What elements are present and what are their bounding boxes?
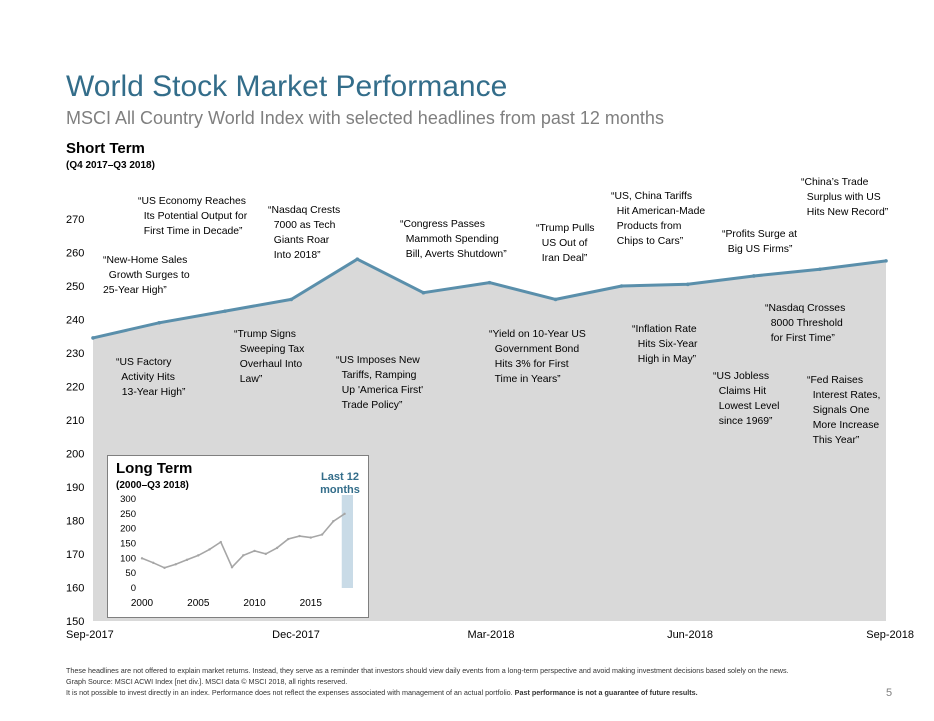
inset-y-tick-label: 50 — [125, 568, 136, 579]
annotation-bond-yield: “Yield on 10-Year US Government Bond Hit… — [489, 329, 586, 385]
last-12-months-band — [341, 495, 353, 588]
annotation-new-home-sales: “New-Home Sales Growth Surges to 25-Year… — [103, 255, 190, 296]
inset-data-point — [242, 554, 245, 557]
y-tick-label: 180 — [66, 516, 84, 528]
inset-data-point — [219, 540, 222, 544]
inset-data-point — [332, 520, 335, 523]
footer-note-bold: Past performance is not a guarantee of f… — [514, 688, 698, 697]
footer-source: Graph Source: MSCI ACWI Index [net div.]… — [66, 677, 348, 686]
footer-note-plain: It is not possible to invest directly in… — [66, 688, 515, 697]
inset-data-point — [174, 563, 177, 566]
y-tick-label: 210 — [66, 415, 84, 427]
inset-x-tick-label: 2010 — [243, 598, 266, 609]
y-tick-label: 200 — [66, 449, 84, 461]
data-point — [223, 309, 227, 313]
inset-data-point — [185, 558, 189, 562]
y-tick-label: 240 — [66, 315, 84, 327]
section-title: Short Term — [66, 140, 145, 157]
inset-x-tick-label: 2005 — [187, 598, 210, 609]
annotation-fed: “Fed Raises Interest Rates, Signals One … — [807, 375, 881, 446]
data-point — [91, 336, 95, 340]
x-tick-label: Sep-2018 — [866, 629, 914, 641]
data-point — [289, 297, 294, 302]
inset-data-point — [287, 537, 290, 541]
footer-performance-note: It is not possible to invest directly in… — [66, 688, 698, 697]
inset-data-point — [163, 566, 166, 570]
x-axis: Sep-2017 Dec-2017 Mar-2018 Jun-2018 Sep-2018 — [66, 629, 914, 641]
annotation-jobless: “US Jobless Claims Hit Lowest Level sinc… — [713, 371, 780, 427]
x-tick-label: Sep-2017 — [66, 629, 114, 641]
annotation-nasdaq-7000: “Nasdaq Crests 7000 as Tech Giants Roar … — [268, 205, 341, 261]
inset-y-tick-label: 0 — [131, 583, 136, 594]
annotation-china-tariffs: “US, China Tariffs Hit American-Made Pro… — [611, 191, 706, 247]
section-range: (Q4 2017–Q3 2018) — [66, 160, 155, 171]
inset-data-point — [208, 548, 211, 551]
long-term-line — [141, 513, 346, 569]
annotation-us-economy: “US Economy Reaches Its Potential Output… — [138, 196, 248, 237]
inset-data-point — [140, 557, 144, 560]
inset-data-point — [275, 546, 279, 550]
inset-x-tick-label: 2015 — [300, 598, 323, 609]
inset-data-point — [309, 536, 312, 539]
annotation-inflation: “Inflation Rate Hits Six-Year High in Ma… — [632, 324, 698, 365]
inset-y-tick-label: 250 — [120, 509, 136, 520]
long-term-inset: Long Term (2000–Q3 2018) Last 12 months … — [107, 455, 369, 618]
inset-title: Long Term — [116, 460, 193, 477]
y-tick-label: 230 — [66, 348, 84, 360]
inset-data-point — [152, 561, 155, 564]
annotation-us-tariffs: “US Imposes New Tariffs, Ramping Up 'Ame… — [336, 355, 424, 411]
data-point — [685, 282, 690, 287]
y-tick-label: 260 — [66, 248, 84, 260]
inset-data-point — [298, 534, 301, 538]
data-point — [487, 280, 492, 285]
inset-y-tick-label: 300 — [120, 494, 136, 505]
y-tick-label: 270 — [66, 214, 84, 226]
inset-data-point — [230, 566, 234, 569]
long-term-chart: 300 250 200 150 100 50 0 2000 2005 2010 2015 — [120, 494, 353, 609]
y-tick-label: 150 — [66, 616, 84, 628]
annotation-congress: “Congress Passes Mammoth Spending Bill, … — [400, 219, 507, 260]
inset-x-tick-label: 2000 — [131, 598, 154, 609]
inset-data-point — [343, 512, 346, 516]
inset-subtitle: (2000–Q3 2018) — [116, 480, 189, 491]
y-tick-label: 190 — [66, 482, 84, 494]
data-point — [355, 257, 360, 262]
inset-data-point — [253, 549, 256, 553]
data-point — [884, 259, 888, 263]
x-tick-label: Jun-2018 — [667, 629, 713, 641]
inset-data-point — [320, 533, 324, 536]
data-point — [421, 290, 426, 295]
annotation-trump-tax: “Trump Signs Sweeping Tax Overhaul Into … — [234, 329, 305, 385]
y-tick-label: 220 — [66, 382, 84, 394]
inset-y-tick-label: 200 — [120, 524, 136, 535]
x-tick-label: Dec-2017 — [272, 629, 320, 641]
page-number: 5 — [886, 687, 893, 699]
inset-y-tick-label: 150 — [120, 539, 136, 550]
data-point — [553, 297, 558, 302]
annotation-us-factory: “US Factory Activity Hits 13-Year High” — [116, 357, 186, 398]
annotation-iran-deal: “Trump Pulls US Out of Iran Deal” — [536, 223, 595, 264]
annotation-nasdaq-8000: “Nasdaq Crosses 8000 Threshold for First… — [765, 303, 846, 344]
x-tick-label: Mar-2018 — [467, 629, 514, 641]
y-tick-label: 160 — [66, 583, 84, 595]
last-12-months-label: Last 12 months — [320, 471, 360, 496]
data-point — [818, 267, 822, 272]
page-title: World Stock Market Performance — [66, 70, 508, 103]
inset-data-point — [197, 554, 200, 557]
inset-data-point — [264, 552, 267, 556]
data-point — [752, 274, 756, 278]
data-point — [619, 284, 624, 288]
data-point — [157, 321, 161, 325]
footer-disclaimer: These headlines are not offered to expla… — [66, 666, 789, 675]
y-tick-label: 250 — [66, 281, 84, 293]
inset-y-tick-label: 100 — [120, 553, 136, 564]
y-tick-label: 170 — [66, 549, 84, 561]
y-axis: 150 160 170 180 190 200 210 220 230 240 250 260 270 — [66, 214, 84, 628]
annotation-profits: “Profits Surge at Big US Firms” — [722, 229, 798, 255]
annotation-china-trade: “China’s Trade Surplus with US Hits New … — [801, 177, 889, 218]
page-subtitle: MSCI All Country World Index with select… — [66, 108, 664, 128]
